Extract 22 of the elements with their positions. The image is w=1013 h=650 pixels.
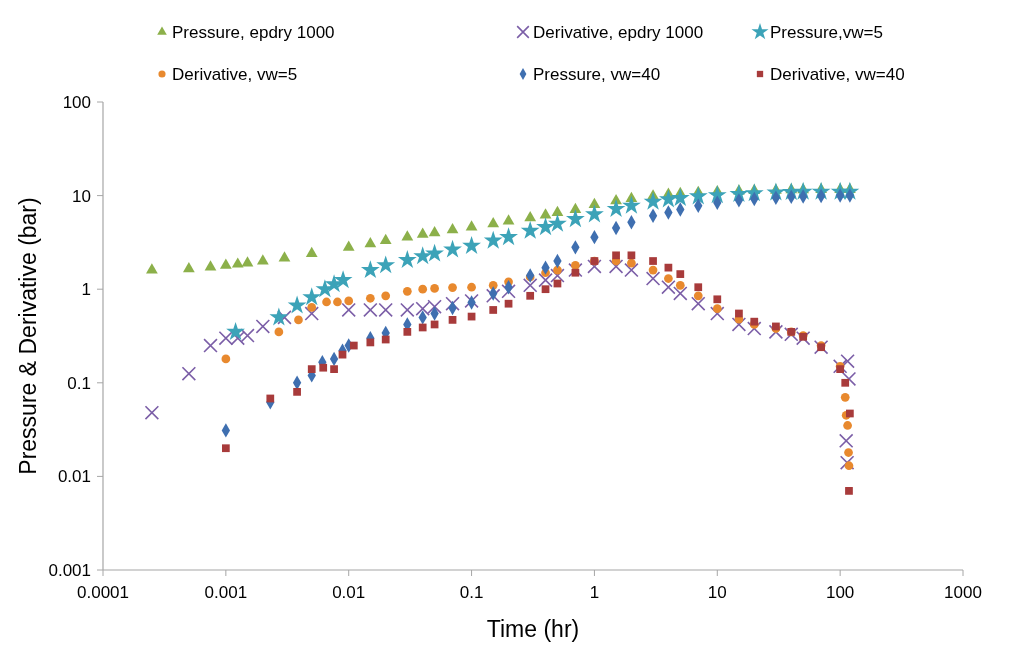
y-tick-label: 10 — [72, 186, 91, 206]
x-tick-label: 100 — [825, 583, 855, 602]
x-tick-label: 0.001 — [204, 583, 248, 602]
y-axis-title: Pressure & Derivative (bar) — [15, 197, 41, 475]
x-tick-label: 0.1 — [459, 583, 484, 602]
legend-label: Pressure,vw=5 — [770, 23, 883, 42]
x-tick-label: 1000 — [944, 583, 982, 602]
legend-label: Derivative, epdry 1000 — [533, 23, 704, 42]
x-tick-label: 0.0001 — [77, 583, 129, 602]
x-tick-label: 0.01 — [332, 583, 366, 602]
legend-label: Derivative, vw=40 — [770, 65, 905, 84]
y-tick-label: 0.01 — [57, 467, 91, 487]
x-axis-title: Time (hr) — [486, 616, 580, 642]
y-tick-label: 100 — [62, 93, 91, 112]
y-tick-label: 0.001 — [48, 561, 91, 580]
y-tick-label: 1 — [81, 280, 91, 300]
legend-label: Derivative, vw=5 — [172, 65, 298, 84]
legend-label: Pressure, epdry 1000 — [172, 23, 335, 42]
legend-label: Pressure, vw=40 — [533, 65, 661, 84]
y-tick-label: 0.1 — [67, 373, 91, 393]
x-tick-label: 10 — [707, 583, 727, 602]
x-tick-label: 1 — [589, 583, 600, 602]
